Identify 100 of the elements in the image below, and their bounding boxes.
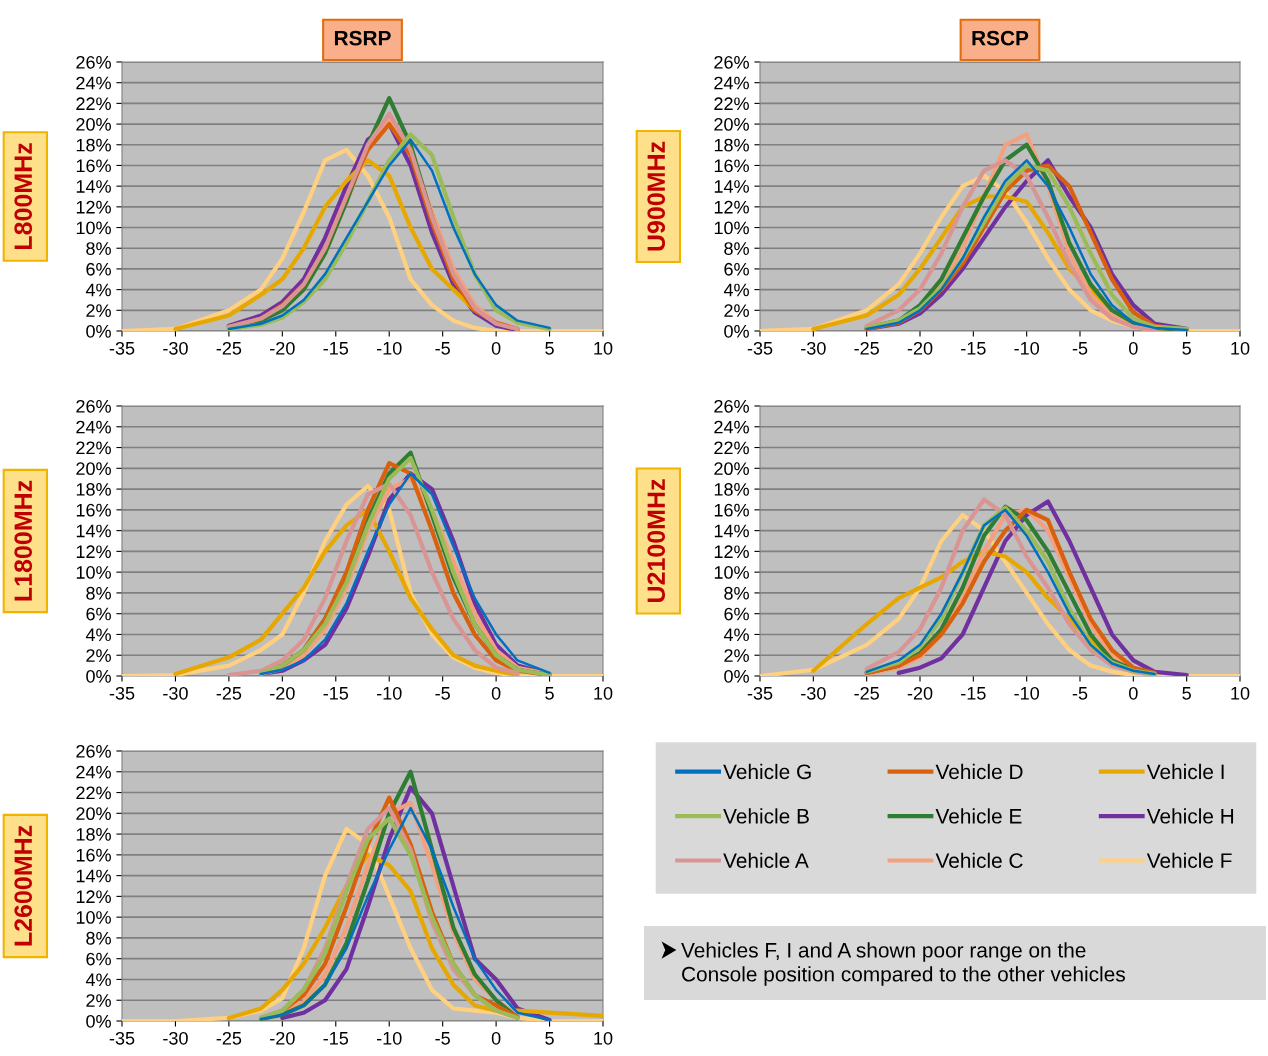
x-tick-label: 5 — [1182, 687, 1191, 700]
y-tick-label: 18% — [76, 828, 111, 841]
x-tick-label: -5 — [435, 687, 450, 700]
x-tick-label: -15 — [961, 687, 986, 700]
x-tick-label: -30 — [801, 686, 826, 700]
y-tick-label: 16% — [76, 848, 111, 862]
x-tick-label: -30 — [163, 1031, 188, 1045]
y-tick-label: 18% — [76, 483, 111, 496]
y-tick-label: 6% — [724, 607, 749, 621]
legend-label: Vehicle E — [935, 808, 1022, 824]
y-tick-label: 26% — [714, 55, 749, 69]
x-tick-label: -5 — [1072, 687, 1088, 700]
legend-label: Vehicle I — [1146, 763, 1224, 780]
x-tick-label: -20 — [907, 341, 933, 355]
x-tick-label: -10 — [1014, 341, 1040, 355]
legend-label: Vehicle B — [723, 808, 809, 824]
x-tick-label: 5 — [545, 342, 554, 355]
y-tick-label: 24% — [76, 765, 111, 779]
y-tick-label: 22% — [714, 441, 749, 455]
legend-label: Vehicle H — [1146, 808, 1234, 824]
y-axis-title: U2100MHz — [647, 479, 666, 603]
x-tick-label: -10 — [376, 341, 402, 355]
y-tick-label: 20% — [76, 462, 111, 476]
y-tick-label: 6% — [86, 952, 111, 966]
legend-label: Vehicle F — [1146, 852, 1232, 869]
x-tick-label: -25 — [216, 341, 242, 355]
legend-label: Vehicle G — [723, 763, 811, 780]
y-tick-label: 22% — [76, 441, 111, 455]
x-tick-label: 10 — [1231, 341, 1250, 355]
x-tick-label: -35 — [109, 686, 135, 700]
x-tick-label: 10 — [594, 1031, 613, 1045]
y-tick-label: 0% — [724, 669, 749, 683]
y-axis-title: U900MHz — [647, 141, 666, 251]
y-tick-label: 2% — [724, 304, 749, 317]
y-tick-label: 4% — [85, 283, 111, 297]
y-tick-label: 14% — [714, 524, 749, 538]
x-tick-label: -30 — [163, 341, 188, 355]
y-tick-label: 4% — [85, 973, 111, 987]
x-tick-label: 0 — [491, 1031, 501, 1045]
x-tick-label: -20 — [270, 686, 295, 700]
y-tick-label: 26% — [76, 744, 111, 758]
y-axis-title: L800MHz — [14, 143, 33, 250]
y-tick-label: 8% — [86, 586, 111, 600]
y-tick-label: 10% — [76, 566, 111, 579]
x-tick-label: 10 — [594, 686, 613, 700]
x-tick-label: -15 — [323, 1032, 349, 1045]
x-tick-label: 5 — [1182, 342, 1191, 355]
text: Vehicles F, I and A shown poor range on the Console position compared to the other vehicles — [681, 942, 1125, 986]
x-tick-label: -20 — [270, 1031, 295, 1045]
x-tick-label: 5 — [545, 1032, 554, 1045]
x-tick-label: -35 — [747, 686, 773, 700]
y-tick-label: 26% — [714, 399, 749, 413]
y-tick-label: 16% — [714, 159, 749, 173]
y-tick-label: 6% — [86, 607, 111, 621]
y-tick-label: 26% — [76, 399, 111, 413]
x-tick-label: -35 — [109, 341, 135, 355]
legend-label: Vehicle D — [935, 763, 1023, 780]
x-tick-label: -5 — [435, 1032, 450, 1045]
x-tick-label: 0 — [491, 341, 501, 355]
y-tick-label: 8% — [724, 242, 749, 255]
y-tick-label: 0% — [86, 669, 111, 683]
y-tick-label: 12% — [76, 545, 111, 559]
x-tick-label: -25 — [854, 686, 879, 700]
y-tick-label: 14% — [76, 869, 111, 883]
y-tick-label: 2% — [86, 994, 111, 1007]
y-tick-label: 12% — [714, 200, 749, 214]
y-tick-label: 0% — [86, 1014, 111, 1028]
chart-title: RSCP — [972, 30, 1029, 46]
x-tick-label: 0 — [1129, 341, 1138, 355]
y-tick-label: 14% — [76, 180, 111, 193]
y-tick-label: 26% — [76, 55, 111, 69]
x-tick-label: -25 — [216, 1031, 242, 1045]
x-tick-label: -25 — [854, 341, 879, 355]
x-tick-label: -30 — [801, 341, 826, 355]
y-tick-label: 16% — [76, 503, 111, 517]
y-tick-label: 6% — [86, 262, 111, 276]
y-tick-label: 12% — [714, 545, 749, 559]
legend-label: Vehicle A — [723, 852, 809, 869]
x-tick-label: -35 — [747, 341, 773, 355]
y-tick-label: 0% — [724, 324, 749, 338]
x-tick-label: -15 — [961, 342, 986, 355]
y-tick-label: 24% — [714, 76, 749, 90]
y-tick-label: 4% — [723, 283, 749, 297]
x-tick-label: -35 — [109, 1031, 135, 1045]
y-tick-label: 16% — [76, 159, 111, 173]
y-tick-label: 14% — [76, 524, 111, 538]
y-tick-label: 10% — [714, 221, 749, 235]
legend-label: Vehicle C — [935, 852, 1023, 869]
y-tick-label: 10% — [714, 566, 749, 579]
y-tick-label: 14% — [714, 180, 749, 193]
y-tick-label: 24% — [76, 420, 111, 434]
x-tick-label: -10 — [376, 686, 402, 700]
y-tick-label: 2% — [86, 649, 111, 662]
y-tick-label: 2% — [86, 304, 111, 317]
y-tick-label: 16% — [714, 503, 749, 517]
y-tick-label: 8% — [86, 931, 111, 945]
y-tick-label: 18% — [714, 483, 749, 496]
y-tick-label: 22% — [714, 97, 749, 111]
y-tick-label: 10% — [76, 911, 111, 924]
y-tick-label: 6% — [724, 262, 749, 276]
